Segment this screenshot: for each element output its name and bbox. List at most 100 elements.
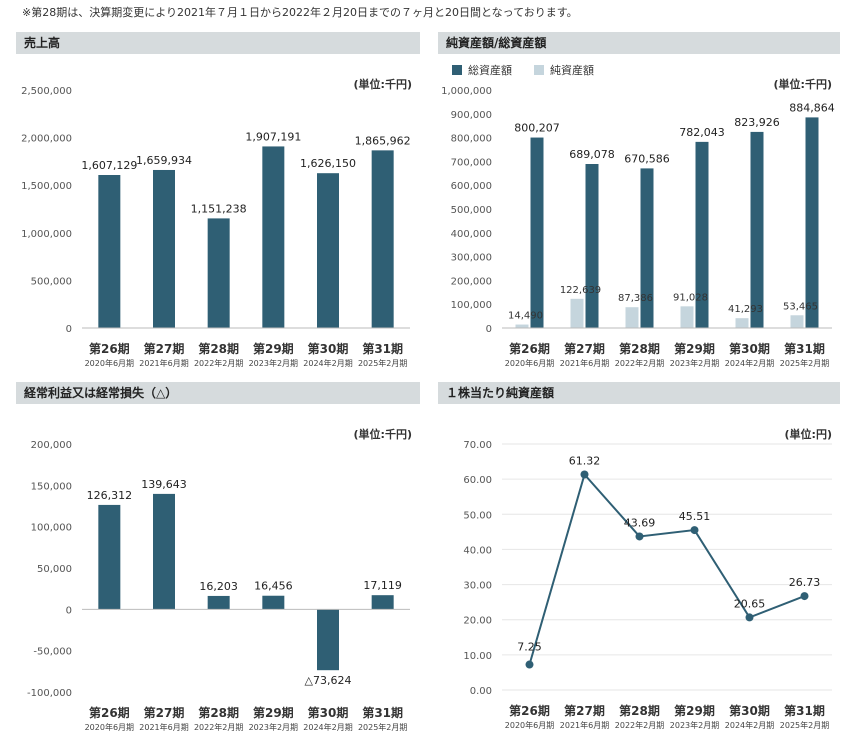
profit-title: 経常利益又は経常損失（△） (16, 382, 420, 404)
sales-period-label: 2024年2月期 (303, 358, 352, 368)
net-assets-bar (515, 324, 529, 328)
net-assets-data-label: 41,293 (728, 304, 763, 315)
sales-period-label: 2021年6月期 (139, 358, 188, 368)
profit-bar (153, 493, 175, 610)
sales-chart: 0 500,000 1,000,000 1,500,000 2,000,000 2,500… (21, 86, 411, 368)
bps-category-label: 第26期 (509, 703, 550, 718)
sales-bar (153, 169, 175, 328)
assets-period-label: 2023年2月期 (670, 358, 719, 368)
sales-data-label: 1,151,238 (191, 202, 247, 215)
sales-data-label: 1,659,934 (136, 154, 192, 167)
bps-ytick-label: 30.00 (463, 581, 492, 592)
profit-ytick-label: -100,000 (27, 688, 72, 699)
profit-ytick-label: 100,000 (31, 523, 72, 534)
assets-ytick-label: 1,000,000 (441, 86, 492, 97)
profit-data-label: 17,119 (363, 579, 402, 592)
bps-title: １株当たり純資産額 (438, 382, 840, 404)
assets-ytick-label: 200,000 (451, 276, 492, 287)
legend-net-swatch (534, 65, 544, 75)
bps-data-label: 20.65 (734, 597, 766, 610)
sales-category-label: 第30期 (308, 341, 349, 356)
total-assets-bar (750, 131, 764, 328)
sales-period-label: 2020年6月期 (85, 358, 134, 368)
assets-ytick-label: 900,000 (451, 110, 492, 121)
profit-category-label: 第28期 (198, 705, 239, 720)
bps-ytick-label: 70.00 (463, 440, 492, 451)
total-assets-data-label: 823,926 (734, 116, 780, 129)
bps-category-label: 第31期 (784, 703, 825, 718)
sales-ytick-label: 2,500,000 (21, 86, 72, 97)
net-assets-data-label: 91,028 (673, 292, 708, 303)
assets-period-label: 2021年6月期 (560, 358, 609, 368)
profit-bar (207, 595, 230, 610)
profit-data-label: 16,456 (254, 580, 293, 593)
profit-unit: (単位:千円) (353, 428, 412, 441)
assets-chart: 0 100,000 200,000 300,000 400,000 500,000 600,… (441, 86, 835, 368)
total-assets-bar (585, 163, 599, 328)
sales-ytick-label: 1,500,000 (21, 181, 72, 192)
assets-period-label: 2025年2月期 (780, 358, 829, 368)
assets-category-label: 第26期 (509, 341, 550, 356)
assets-ytick-label: 400,000 (451, 229, 492, 240)
bps-point (635, 532, 644, 541)
sales-period-label: 2025年2月期 (358, 358, 407, 368)
bps-data-label: 61.32 (569, 455, 601, 468)
assets-ytick-label: 0 (486, 324, 492, 335)
bps-point (690, 526, 699, 535)
bps-ytick-label: 60.00 (463, 475, 492, 486)
profit-data-label: 139,643 (141, 478, 187, 491)
bps-ytick-label: 20.00 (463, 616, 492, 627)
sales-category-label: 第29期 (253, 341, 294, 356)
assets-ytick-label: 600,000 (451, 181, 492, 192)
total-assets-bar (695, 141, 709, 328)
profit-category-label: 第27期 (144, 705, 185, 720)
sales-bar (98, 175, 121, 328)
assets-unit: (単位:千円) (773, 78, 832, 91)
net-assets-bar (735, 318, 749, 328)
assets-ytick-label: 300,000 (451, 253, 492, 264)
bps-line (528, 472, 805, 665)
sales-period-label: 2023年2月期 (249, 358, 298, 368)
profit-period-label: 2024年2月期 (303, 722, 352, 732)
bps-point (525, 660, 534, 669)
net-assets-data-label: 122,639 (560, 285, 601, 296)
sales-unit: (単位:千円) (353, 78, 412, 91)
footnote: ※第28期は、決算期変更により2021年７月１日から2022年２月20日までの７… (22, 6, 578, 19)
bps-category-label: 第27期 (564, 703, 605, 718)
assets-category-label: 第30期 (729, 341, 770, 356)
profit-ytick-label: 200,000 (31, 440, 72, 451)
profit-ytick-label: -50,000 (33, 647, 72, 658)
bps-data-label: 43.69 (624, 516, 656, 529)
sales-panel: 売上高 (単位:千円) 0 500,000 1,000,000 1,500,000 2,… (16, 32, 420, 372)
profit-period-label: 2022年2月期 (194, 722, 243, 732)
total-assets-data-label: 689,078 (569, 148, 615, 161)
sales-category-label: 第27期 (144, 341, 185, 356)
profit-bar (98, 504, 121, 610)
bps-point (800, 592, 809, 601)
net-assets-data-label: 87,386 (618, 293, 653, 304)
profit-data-label: 16,203 (199, 580, 238, 593)
net-assets-bar (680, 306, 694, 328)
bps-ytick-label: 40.00 (463, 545, 492, 556)
bps-category-label: 第29期 (674, 703, 715, 718)
bps-period-label: 2022年2月期 (615, 720, 664, 730)
sales-period-label: 2022年2月期 (194, 358, 243, 368)
bps-period-label: 2023年2月期 (670, 720, 719, 730)
sales-ytick-label: 1,000,000 (21, 229, 72, 240)
bps-panel: １株当たり純資産額 (単位:円) 0.00 10.00 20.00 30.00 40.0… (438, 382, 840, 744)
profit-period-label: 2025年2月期 (358, 722, 407, 732)
sales-ytick-label: 2,000,000 (21, 134, 72, 145)
assets-ytick-label: 800,000 (451, 134, 492, 145)
profit-data-label: △73,624 (305, 674, 352, 687)
net-assets-data-label: 14,490 (508, 311, 543, 322)
bps-ytick-label: 10.00 (463, 651, 492, 662)
total-assets-data-label: 800,207 (514, 122, 560, 135)
profit-category-label: 第29期 (253, 705, 294, 720)
net-assets-bar (570, 298, 584, 328)
total-assets-bar (805, 117, 819, 328)
bps-point (745, 613, 754, 622)
bps-unit: (単位:円) (784, 428, 832, 441)
net-assets-bar (625, 307, 639, 328)
total-assets-data-label: 884,864 (789, 101, 835, 114)
total-assets-data-label: 782,043 (679, 126, 725, 139)
